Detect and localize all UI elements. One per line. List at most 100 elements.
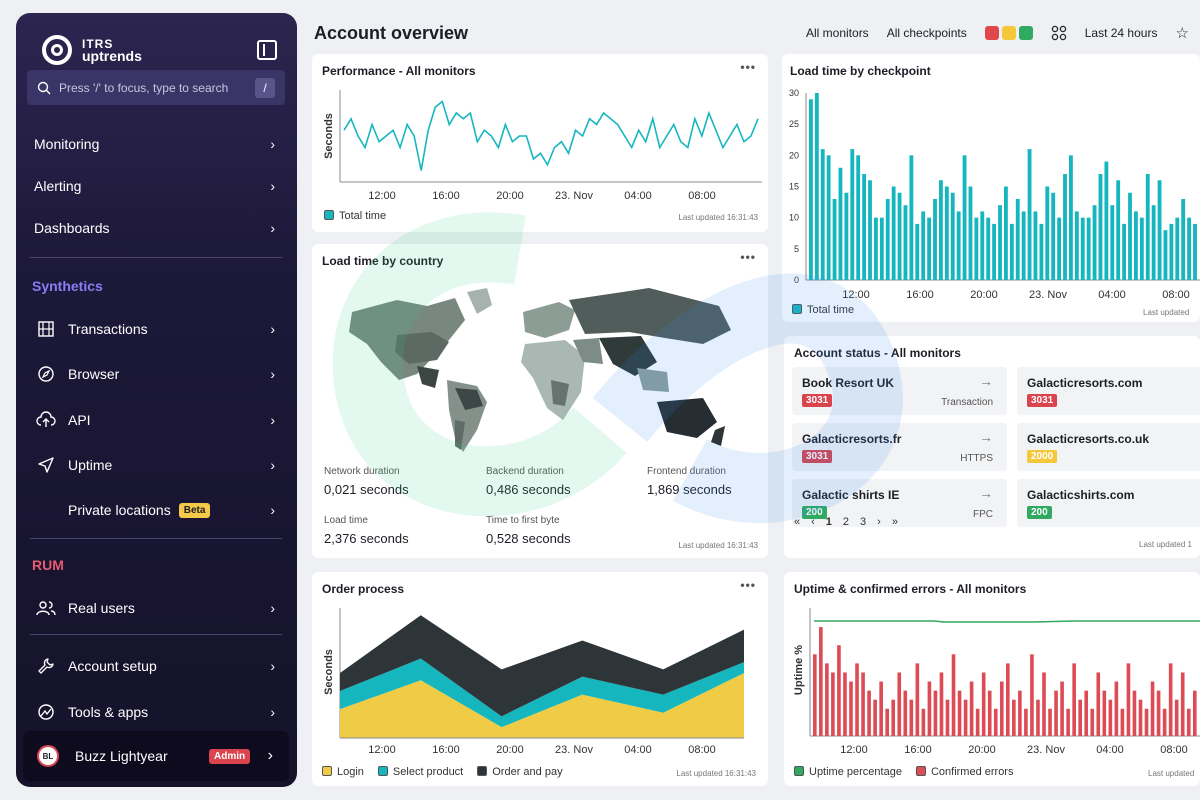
error-bar[interactable] xyxy=(999,681,1004,736)
checkpoint-bar[interactable] xyxy=(1051,192,1056,280)
nav-dashboards[interactable]: Dashboards › xyxy=(16,208,297,248)
checkpoint-bar[interactable] xyxy=(897,192,902,280)
more-options-icon[interactable]: ••• xyxy=(740,250,756,264)
checkpoint-bar[interactable] xyxy=(832,198,837,280)
next-page-icon[interactable]: › xyxy=(877,516,881,528)
checkpoint-bar[interactable] xyxy=(838,167,843,280)
error-bar[interactable] xyxy=(867,690,871,736)
arrow-right-icon[interactable]: → xyxy=(979,373,993,389)
error-bar[interactable] xyxy=(1162,708,1167,736)
nav-api[interactable]: API › xyxy=(16,400,297,440)
checkpoint-bar[interactable] xyxy=(1145,174,1150,280)
monitor-status-tile[interactable]: Book Resort UK → 3031 Transaction xyxy=(792,367,1007,415)
checkpoint-bar[interactable] xyxy=(1045,186,1050,281)
error-bar[interactable] xyxy=(813,654,817,736)
monitor-status-tile[interactable]: Galacticresorts.fr → 3031 HTTPS xyxy=(792,423,1007,471)
checkpoint-bar[interactable] xyxy=(927,217,932,280)
error-bar[interactable] xyxy=(981,672,986,736)
checkpoint-bar[interactable] xyxy=(1057,217,1062,280)
error-bar[interactable] xyxy=(861,672,865,736)
error-bar[interactable] xyxy=(927,681,932,736)
checkpoint-bar[interactable] xyxy=(1074,211,1079,280)
checkpoint-bar[interactable] xyxy=(891,186,896,281)
nav-monitoring[interactable]: Monitoring › xyxy=(16,124,297,164)
error-bar[interactable] xyxy=(1054,690,1058,736)
search-input[interactable] xyxy=(59,80,239,95)
error-bar[interactable] xyxy=(1150,681,1155,736)
area-select-product[interactable] xyxy=(340,658,744,728)
more-options-icon[interactable]: ••• xyxy=(740,578,756,592)
error-bar[interactable] xyxy=(987,690,992,736)
checkpoint-bar[interactable] xyxy=(974,217,979,280)
error-bar[interactable] xyxy=(819,627,823,736)
status-filter-red[interactable] xyxy=(984,26,999,40)
page-3[interactable]: 3 xyxy=(860,516,867,528)
error-bar[interactable] xyxy=(843,672,847,736)
error-bar[interactable] xyxy=(849,681,853,736)
checkpoint-bar[interactable] xyxy=(1181,198,1186,280)
checkpoint-bar[interactable] xyxy=(1098,174,1103,280)
checkpoint-bar[interactable] xyxy=(856,155,861,280)
last-page-icon[interactable]: » xyxy=(891,516,898,528)
error-bar[interactable] xyxy=(1090,708,1095,736)
error-bar[interactable] xyxy=(1036,699,1040,736)
search-box[interactable]: / xyxy=(27,70,285,105)
checkpoint-bar[interactable] xyxy=(992,223,997,280)
legend-login[interactable]: Login xyxy=(322,766,364,778)
checkpoint-bar[interactable] xyxy=(1009,223,1014,280)
error-bar[interactable] xyxy=(939,672,944,736)
checkpoint-bar[interactable] xyxy=(1187,217,1192,280)
error-bar[interactable] xyxy=(969,681,974,736)
error-bar[interactable] xyxy=(1048,708,1052,736)
grid-layout-icon[interactable] xyxy=(1051,25,1067,41)
checkpoint-bar[interactable] xyxy=(1027,149,1032,280)
checkpoint-bar[interactable] xyxy=(956,211,961,280)
error-bar[interactable] xyxy=(1126,663,1131,736)
error-bar[interactable] xyxy=(1066,708,1070,736)
error-bar[interactable] xyxy=(825,663,829,736)
checkpoint-bar[interactable] xyxy=(1163,230,1168,280)
error-bar[interactable] xyxy=(921,708,926,736)
error-bar[interactable] xyxy=(1168,663,1173,736)
first-page-icon[interactable]: « xyxy=(794,516,801,528)
error-bar[interactable] xyxy=(933,690,938,736)
nav-real-users[interactable]: Real users › xyxy=(16,588,297,628)
error-bar[interactable] xyxy=(1192,690,1197,736)
checkpoint-bar[interactable] xyxy=(1086,217,1091,280)
nav-browser[interactable]: Browser › xyxy=(16,354,297,394)
checkpoint-bar[interactable] xyxy=(1151,205,1156,280)
checkpoint-bar[interactable] xyxy=(879,217,884,280)
checkpoint-bar[interactable] xyxy=(1169,223,1174,280)
error-bar[interactable] xyxy=(1084,690,1089,736)
checkpoint-bar[interactable] xyxy=(1175,217,1180,280)
checkpoint-bar[interactable] xyxy=(1128,192,1132,280)
favorite-star-icon[interactable]: ☆ xyxy=(1175,25,1189,42)
nav-private-locations[interactable]: Private locations Beta › xyxy=(16,490,297,530)
checkpoint-bar[interactable] xyxy=(1193,223,1197,280)
error-bar[interactable] xyxy=(891,699,896,736)
error-bar[interactable] xyxy=(837,645,841,736)
checkpoint-bar[interactable] xyxy=(868,180,872,280)
error-bar[interactable] xyxy=(855,663,859,736)
legend-uptime[interactable]: Uptime percentage xyxy=(794,766,902,778)
filter-monitors-button[interactable]: All monitors xyxy=(806,26,869,40)
nav-alerting[interactable]: Alerting › xyxy=(16,166,297,206)
checkpoint-bar[interactable] xyxy=(874,217,878,280)
error-bar[interactable] xyxy=(951,654,956,736)
error-bar[interactable] xyxy=(1186,708,1191,736)
checkpoint-bar[interactable] xyxy=(915,223,920,280)
checkpoint-bar[interactable] xyxy=(968,186,973,281)
checkpoint-bar[interactable] xyxy=(1104,161,1109,280)
checkpoint-bar[interactable] xyxy=(1157,180,1162,280)
filter-checkpoints-button[interactable]: All checkpoints xyxy=(886,26,967,40)
error-bar[interactable] xyxy=(1006,663,1010,736)
checkpoint-bar[interactable] xyxy=(1021,211,1026,280)
checkpoint-bar[interactable] xyxy=(844,192,849,280)
checkpoint-bar[interactable] xyxy=(1110,205,1115,280)
checkpoint-bar[interactable] xyxy=(1015,198,1020,280)
area-login[interactable] xyxy=(340,673,744,738)
checkpoint-bar[interactable] xyxy=(814,93,819,280)
prev-page-icon[interactable]: ‹ xyxy=(811,516,815,528)
error-bar[interactable] xyxy=(945,699,950,736)
checkpoint-bar[interactable] xyxy=(939,180,943,280)
